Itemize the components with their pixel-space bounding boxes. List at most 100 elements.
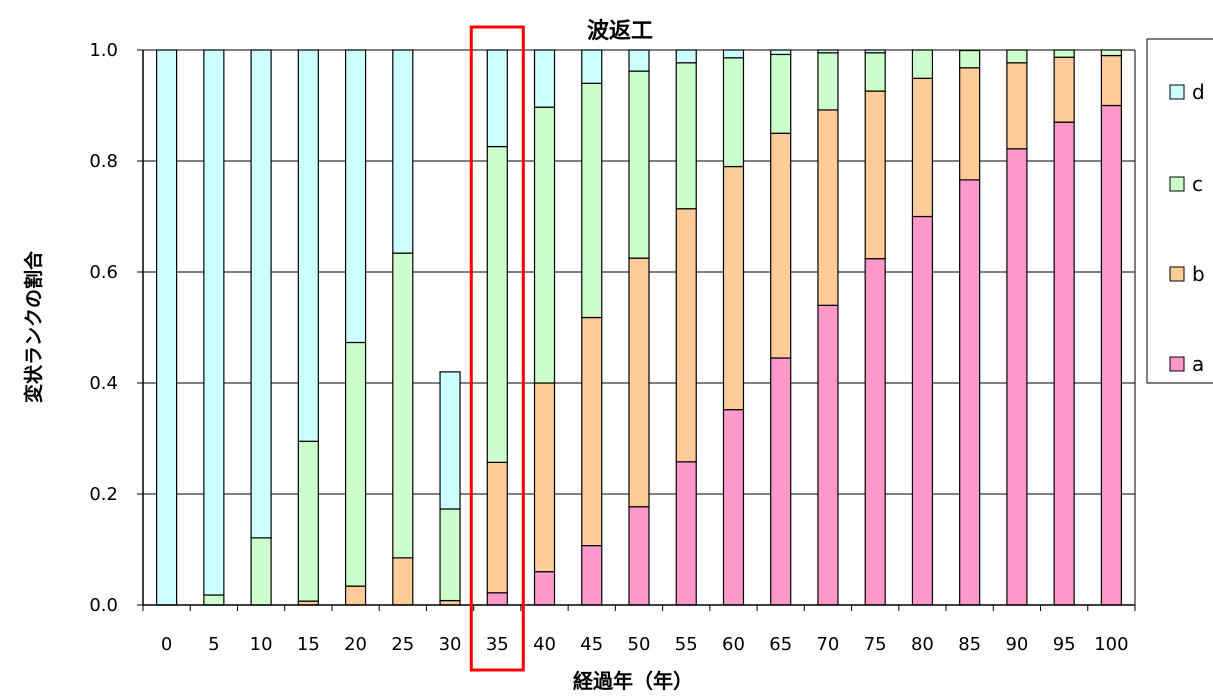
axes bbox=[137, 49, 1136, 611]
bar-segment-a bbox=[722, 409, 745, 606]
chart-title: 波返工 bbox=[587, 19, 653, 44]
bar-segment-d bbox=[392, 49, 414, 254]
y-tick-label: 0.8 bbox=[89, 151, 118, 172]
bar-segment-b bbox=[486, 461, 508, 594]
x-tick-label: 75 bbox=[864, 634, 887, 655]
legend-swatch-d bbox=[1169, 84, 1185, 100]
bar-segment-c bbox=[770, 53, 792, 134]
legend-label-a: a bbox=[1192, 352, 1204, 376]
legend-label-b: b bbox=[1192, 262, 1205, 286]
x-tick-label: 40 bbox=[533, 634, 556, 655]
bar-segment-a bbox=[911, 215, 934, 606]
bar-segment-d bbox=[770, 49, 792, 56]
legend-swatch-b bbox=[1169, 266, 1185, 282]
x-tick-label: 50 bbox=[628, 634, 651, 655]
legend-label-d: d bbox=[1192, 80, 1205, 104]
bar-segment-d bbox=[344, 49, 367, 344]
bar-segment-c bbox=[959, 49, 981, 69]
bar-segment-c bbox=[581, 82, 603, 319]
y-tick-label: 0.0 bbox=[89, 595, 118, 616]
bar-segment-a bbox=[486, 592, 508, 606]
x-tick-label: 15 bbox=[297, 634, 320, 655]
bar-segment-c bbox=[1006, 49, 1028, 64]
bar-segment-c bbox=[533, 106, 556, 384]
x-tick-label: 90 bbox=[1005, 634, 1028, 655]
bar-segment-b bbox=[864, 90, 886, 260]
bar-segment-d bbox=[722, 49, 745, 59]
x-tick-label: 60 bbox=[722, 634, 745, 655]
x-tick-label: 65 bbox=[769, 634, 792, 655]
bar-segment-c bbox=[344, 341, 367, 587]
bar-segment-c bbox=[722, 57, 745, 168]
bar-segment-c bbox=[675, 62, 697, 210]
x-tick-label: 25 bbox=[391, 634, 414, 655]
legend-swatch-c bbox=[1169, 176, 1185, 192]
x-tick-label: 95 bbox=[1053, 634, 1076, 655]
x-tick-label: 80 bbox=[911, 634, 934, 655]
bar-segment-d bbox=[486, 49, 508, 148]
x-tick-label: 85 bbox=[958, 634, 981, 655]
bar-segment-c bbox=[250, 537, 272, 606]
y-tick-label: 0.4 bbox=[89, 373, 118, 394]
legend-label-c: c bbox=[1192, 172, 1203, 196]
bar-segment-a bbox=[770, 357, 792, 606]
x-tick-label: 35 bbox=[486, 634, 509, 655]
x-tick-label: 5 bbox=[208, 634, 219, 655]
bar-segment-c bbox=[203, 594, 225, 606]
bar-segment-d bbox=[250, 49, 272, 539]
bar-segment-c bbox=[1053, 49, 1075, 58]
bar-segment-b bbox=[675, 208, 697, 463]
x-tick-label: 20 bbox=[344, 634, 367, 655]
bar-segment-c bbox=[1100, 49, 1122, 57]
x-tick-label: 30 bbox=[439, 634, 462, 655]
bar-segment-a bbox=[1100, 104, 1122, 606]
bar-segment-b bbox=[581, 316, 603, 547]
bar-segment-b bbox=[722, 165, 745, 411]
bar-segment-c bbox=[864, 52, 886, 92]
bar-segment-a bbox=[581, 545, 603, 606]
bar-segment-d bbox=[581, 49, 603, 84]
bar-segment-a bbox=[864, 258, 886, 606]
highlight-box bbox=[469, 25, 525, 672]
bar-segment-a bbox=[1053, 121, 1075, 606]
bar-segment-a bbox=[628, 506, 650, 606]
bar-segment-b bbox=[1006, 62, 1028, 150]
bar-segment-c bbox=[392, 252, 414, 559]
y-tick-label: 0.2 bbox=[89, 484, 118, 505]
bar-segment-d bbox=[203, 49, 225, 596]
bar-segment-b bbox=[1053, 56, 1075, 123]
bar-segment-d bbox=[156, 49, 178, 606]
bar-segment-b bbox=[628, 257, 650, 508]
bar-segment-c bbox=[817, 52, 839, 111]
bar-segment-b bbox=[533, 382, 556, 573]
bar-segment-a bbox=[675, 461, 697, 606]
bar-segment-b bbox=[392, 557, 414, 606]
bar-segment-a bbox=[817, 304, 839, 606]
bar-segment-d bbox=[675, 49, 697, 64]
bar-segment-b bbox=[1100, 54, 1122, 107]
tick-labels: 0.0 0.2 0.4 0.6 0.8 1.0 0 5 10 15 20 25 30 35 40 45 50 55… bbox=[89, 40, 1128, 655]
bar-segment-a bbox=[1006, 148, 1028, 606]
bar-segment-d bbox=[533, 49, 556, 108]
bar-segment-b bbox=[959, 67, 981, 181]
x-tick-label: 0 bbox=[161, 634, 172, 655]
x-tick-label: 55 bbox=[675, 634, 698, 655]
bar-segment-d bbox=[817, 49, 839, 54]
bar-segment-a bbox=[959, 179, 981, 606]
bar-segment-d bbox=[864, 49, 886, 54]
bar-segment-d bbox=[628, 49, 650, 72]
bar-segment-c bbox=[911, 49, 934, 79]
bar-segment-c bbox=[297, 440, 319, 602]
x-tick-label: 10 bbox=[250, 634, 273, 655]
legend: d c b a bbox=[1146, 38, 1213, 384]
y-tick-label: 0.6 bbox=[89, 262, 118, 283]
bar-segment-b bbox=[344, 585, 367, 606]
bar-segment-c bbox=[486, 145, 508, 463]
x-tick-label: 100 bbox=[1094, 634, 1128, 655]
x-tick-label: 45 bbox=[580, 634, 603, 655]
bars bbox=[156, 49, 1122, 606]
bar-segment-b bbox=[817, 109, 839, 306]
bar-segment-d bbox=[439, 371, 461, 510]
bar-segment-b bbox=[911, 77, 934, 218]
legend-swatch-a bbox=[1169, 356, 1185, 372]
